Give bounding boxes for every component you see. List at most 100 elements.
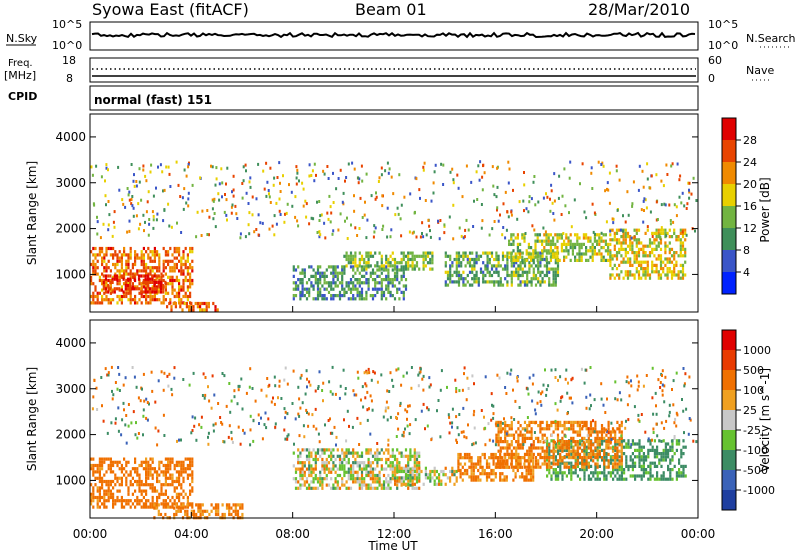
velocity-cell <box>162 463 165 468</box>
velocity-cell <box>627 418 630 422</box>
velocity-cell <box>550 424 553 428</box>
power-cell <box>589 239 592 243</box>
velocity-cell <box>590 471 593 475</box>
power-cell <box>651 231 654 235</box>
velocity-cell <box>605 440 608 444</box>
power-cell <box>446 277 450 281</box>
power-cell <box>357 181 360 185</box>
power-cell <box>387 268 390 272</box>
velocity-cell <box>134 505 137 509</box>
power-cell <box>457 270 461 274</box>
power-cell <box>158 269 161 273</box>
power-cell <box>679 228 682 232</box>
power-cell <box>640 247 643 251</box>
power-cell <box>323 274 326 278</box>
velocity-cell <box>180 502 183 506</box>
velocity-cell <box>681 398 683 401</box>
velocity-cell <box>625 464 628 468</box>
velocity-cell <box>371 454 375 458</box>
power-cell <box>90 301 93 305</box>
velocity-cell <box>507 465 511 469</box>
velocity-cell <box>239 503 242 507</box>
velocity-cell <box>638 442 641 446</box>
power-cell <box>354 287 357 291</box>
velocity-cell <box>371 477 375 481</box>
velocity-cell <box>568 468 571 472</box>
power-cell <box>449 170 452 174</box>
velocity-cell <box>440 369 443 373</box>
power-cell <box>611 254 614 258</box>
power-cell <box>174 305 177 309</box>
power-cell <box>492 184 495 188</box>
power-cell <box>257 233 260 237</box>
power-cell <box>120 294 123 299</box>
power-cell <box>681 273 685 277</box>
power-cell <box>303 294 306 298</box>
power-cell <box>181 196 184 200</box>
velocity-cell <box>607 446 610 450</box>
velocity-cell <box>372 370 375 374</box>
velocity-cell <box>614 474 617 478</box>
power-cell <box>189 282 192 286</box>
velocity-cell <box>532 452 535 456</box>
velocity-cell <box>449 469 452 474</box>
velocity-cell <box>556 433 560 437</box>
power-cell <box>455 251 458 255</box>
power-cell <box>318 219 321 222</box>
power-cell <box>659 273 663 277</box>
power-cell <box>411 231 414 235</box>
velocity-cell <box>303 473 306 478</box>
power-cell <box>275 201 278 205</box>
velocity-cell <box>614 440 617 444</box>
velocity-cell <box>251 387 254 390</box>
velocity-cell <box>561 471 564 475</box>
power-cell <box>611 238 614 242</box>
velocity-cell <box>336 448 339 452</box>
power-cell <box>396 265 399 269</box>
velocity-cell <box>537 440 540 444</box>
power-cell <box>602 258 605 262</box>
power-cell <box>191 282 194 286</box>
velocity-cell <box>180 486 183 490</box>
power-cell <box>382 294 386 298</box>
power-cell <box>552 249 555 253</box>
power-cell <box>152 226 155 230</box>
power-cell <box>129 275 132 279</box>
power-cell <box>560 242 563 246</box>
velocity-cell <box>431 469 434 474</box>
power-cell <box>655 231 658 235</box>
velocity-cell <box>294 470 298 474</box>
power-cell <box>347 284 350 288</box>
velocity-cell <box>422 374 425 378</box>
power-cell <box>178 291 181 295</box>
power-cell <box>327 265 331 269</box>
velocity-cell <box>405 469 408 474</box>
velocity-cell <box>363 477 366 481</box>
velocity-cell <box>527 459 530 463</box>
velocity-cell <box>685 407 688 411</box>
velocity-cell <box>534 456 538 460</box>
power-cell <box>532 261 535 265</box>
power-cell <box>146 277 149 281</box>
velocity-cell <box>301 464 304 468</box>
velocity-cell <box>364 396 367 400</box>
velocity-cell <box>92 457 95 461</box>
velocity-cell <box>327 483 331 487</box>
velocity-cell <box>249 367 252 371</box>
power-cell <box>466 261 469 265</box>
velocity-cell <box>537 459 540 463</box>
velocity-cell <box>188 503 191 507</box>
velocity-cell <box>109 467 112 471</box>
power-cell <box>495 264 498 268</box>
power-cell <box>377 180 380 183</box>
velocity-cell <box>380 464 383 468</box>
velocity-cell <box>169 473 172 477</box>
power-cell <box>573 198 576 202</box>
power-cell <box>358 271 361 275</box>
power-cell <box>136 253 139 257</box>
power-cell <box>122 202 125 206</box>
velocity-cell <box>481 468 484 473</box>
power-cell <box>523 264 527 268</box>
velocity-cell <box>459 462 462 466</box>
power-cell <box>554 233 557 237</box>
